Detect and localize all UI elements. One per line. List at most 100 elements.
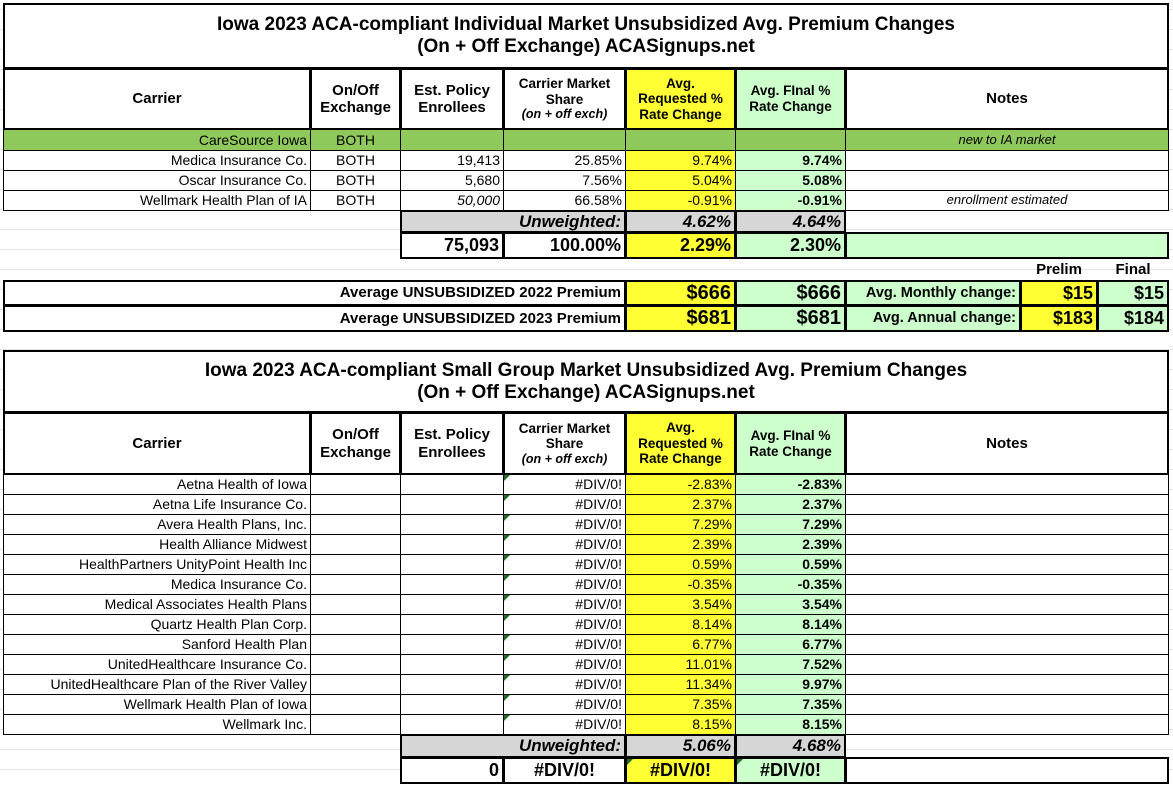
- carrier-name[interactable]: Wellmark Inc.: [3, 714, 311, 735]
- notes-cell[interactable]: [845, 474, 1169, 495]
- notes-cell[interactable]: [845, 654, 1169, 675]
- requested-rate-cell[interactable]: 11.34%: [625, 674, 736, 695]
- final-rate-cell[interactable]: [735, 129, 846, 151]
- final-rate-cell[interactable]: 6.77%: [735, 634, 846, 655]
- final-rate-cell[interactable]: 8.14%: [735, 614, 846, 635]
- market-share-cell[interactable]: 7.56%: [503, 170, 626, 191]
- final-rate-cell[interactable]: 2.37%: [735, 494, 846, 515]
- notes-cell[interactable]: [845, 634, 1169, 655]
- requested-rate-cell[interactable]: 9.74%: [625, 150, 736, 171]
- requested-rate-cell[interactable]: 8.14%: [625, 614, 736, 635]
- market-share-cell[interactable]: #DIV/0!: [503, 694, 626, 715]
- carrier-name[interactable]: Wellmark Health Plan of Iowa: [3, 694, 311, 715]
- carrier-name[interactable]: Oscar Insurance Co.: [3, 170, 311, 191]
- enrollees-cell[interactable]: [400, 614, 504, 635]
- market-share-cell[interactable]: #DIV/0!: [503, 474, 626, 495]
- requested-rate-cell[interactable]: 7.29%: [625, 514, 736, 535]
- enrollees-cell[interactable]: 5,680: [400, 170, 504, 191]
- carrier-name[interactable]: Medical Associates Health Plans: [3, 594, 311, 615]
- exchange-cell[interactable]: [310, 534, 401, 555]
- carrier-name[interactable]: Medica Insurance Co.: [3, 574, 311, 595]
- exchange-cell[interactable]: [310, 614, 401, 635]
- carrier-name[interactable]: UnitedHealthcare Plan of the River Valle…: [3, 674, 311, 695]
- carrier-name[interactable]: Avera Health Plans, Inc.: [3, 514, 311, 535]
- carrier-name[interactable]: HealthPartners UnityPoint Health Inc: [3, 554, 311, 575]
- carrier-name[interactable]: Wellmark Health Plan of IA: [3, 190, 311, 211]
- requested-rate-cell[interactable]: -0.91%: [625, 190, 736, 211]
- carrier-name[interactable]: Health Alliance Midwest: [3, 534, 311, 555]
- final-rate-cell[interactable]: 7.35%: [735, 694, 846, 715]
- requested-rate-cell[interactable]: [625, 129, 736, 151]
- market-share-cell[interactable]: 66.58%: [503, 190, 626, 211]
- carrier-name[interactable]: UnitedHealthcare Insurance Co.: [3, 654, 311, 675]
- requested-rate-cell[interactable]: 5.04%: [625, 170, 736, 191]
- notes-cell[interactable]: [845, 170, 1169, 191]
- requested-rate-cell[interactable]: 11.01%: [625, 654, 736, 675]
- exchange-cell[interactable]: BOTH: [310, 170, 401, 191]
- enrollees-cell[interactable]: [400, 634, 504, 655]
- market-share-cell[interactable]: #DIV/0!: [503, 634, 626, 655]
- enrollees-cell[interactable]: [400, 714, 504, 735]
- notes-cell[interactable]: [845, 514, 1169, 535]
- exchange-cell[interactable]: [310, 674, 401, 695]
- exchange-cell[interactable]: [310, 574, 401, 595]
- enrollees-cell[interactable]: [400, 129, 504, 151]
- enrollees-cell[interactable]: 50,000: [400, 190, 504, 211]
- exchange-cell[interactable]: [310, 474, 401, 495]
- market-share-cell[interactable]: [503, 129, 626, 151]
- notes-cell[interactable]: new to IA market: [845, 129, 1169, 151]
- notes-cell[interactable]: [845, 494, 1169, 515]
- notes-cell[interactable]: enrollment estimated: [845, 190, 1169, 211]
- requested-rate-cell[interactable]: -2.83%: [625, 474, 736, 495]
- requested-rate-cell[interactable]: 2.39%: [625, 534, 736, 555]
- carrier-name[interactable]: Sanford Health Plan: [3, 634, 311, 655]
- total-notes[interactable]: [845, 757, 1169, 784]
- final-rate-cell[interactable]: -2.83%: [735, 474, 846, 495]
- notes-cell[interactable]: [845, 554, 1169, 575]
- market-share-cell[interactable]: #DIV/0!: [503, 614, 626, 635]
- market-share-cell[interactable]: #DIV/0!: [503, 494, 626, 515]
- market-share-cell[interactable]: #DIV/0!: [503, 514, 626, 535]
- carrier-name[interactable]: Quartz Health Plan Corp.: [3, 614, 311, 635]
- market-share-cell[interactable]: #DIV/0!: [503, 654, 626, 675]
- exchange-cell[interactable]: BOTH: [310, 150, 401, 171]
- enrollees-cell[interactable]: [400, 654, 504, 675]
- final-rate-cell[interactable]: 8.15%: [735, 714, 846, 735]
- exchange-cell[interactable]: [310, 654, 401, 675]
- requested-rate-cell[interactable]: -0.35%: [625, 574, 736, 595]
- final-rate-cell[interactable]: 7.29%: [735, 514, 846, 535]
- market-share-cell[interactable]: #DIV/0!: [503, 594, 626, 615]
- final-rate-cell[interactable]: 0.59%: [735, 554, 846, 575]
- enrollees-cell[interactable]: [400, 474, 504, 495]
- enrollees-cell[interactable]: [400, 594, 504, 615]
- notes-cell[interactable]: [845, 614, 1169, 635]
- enrollees-cell[interactable]: [400, 674, 504, 695]
- market-share-cell[interactable]: #DIV/0!: [503, 674, 626, 695]
- enrollees-cell[interactable]: [400, 494, 504, 515]
- market-share-cell[interactable]: #DIV/0!: [503, 574, 626, 595]
- enrollees-cell[interactable]: [400, 694, 504, 715]
- final-rate-cell[interactable]: 5.08%: [735, 170, 846, 191]
- final-rate-cell[interactable]: 9.74%: [735, 150, 846, 171]
- final-rate-cell[interactable]: 9.97%: [735, 674, 846, 695]
- requested-rate-cell[interactable]: 3.54%: [625, 594, 736, 615]
- exchange-cell[interactable]: [310, 554, 401, 575]
- final-rate-cell[interactable]: 3.54%: [735, 594, 846, 615]
- enrollees-cell[interactable]: 19,413: [400, 150, 504, 171]
- enrollees-cell[interactable]: [400, 514, 504, 535]
- enrollees-cell[interactable]: [400, 574, 504, 595]
- total-notes[interactable]: [845, 232, 1169, 259]
- notes-cell[interactable]: [845, 594, 1169, 615]
- notes-cell[interactable]: [845, 674, 1169, 695]
- requested-rate-cell[interactable]: 0.59%: [625, 554, 736, 575]
- carrier-name[interactable]: Aetna Health of Iowa: [3, 474, 311, 495]
- carrier-name[interactable]: CareSource Iowa: [3, 129, 311, 151]
- requested-rate-cell[interactable]: 7.35%: [625, 694, 736, 715]
- notes-cell[interactable]: [845, 694, 1169, 715]
- carrier-name[interactable]: Aetna Life Insurance Co.: [3, 494, 311, 515]
- market-share-cell[interactable]: #DIV/0!: [503, 534, 626, 555]
- requested-rate-cell[interactable]: 2.37%: [625, 494, 736, 515]
- final-rate-cell[interactable]: -0.35%: [735, 574, 846, 595]
- final-rate-cell[interactable]: 2.39%: [735, 534, 846, 555]
- enrollees-cell[interactable]: [400, 534, 504, 555]
